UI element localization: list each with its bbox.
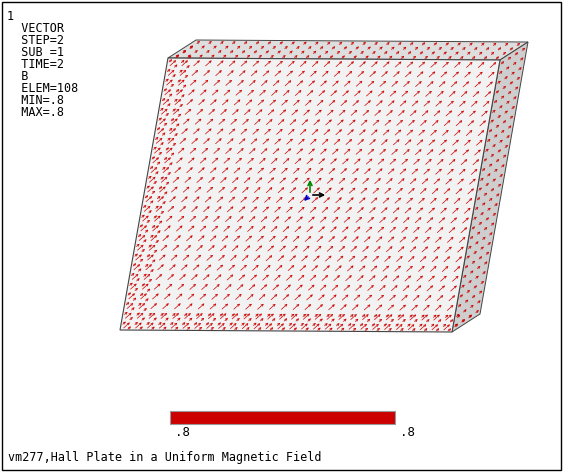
Polygon shape [168,40,528,60]
Text: 1: 1 [7,10,14,23]
Text: TIME=2: TIME=2 [7,58,64,71]
Bar [170,411,395,424]
Text: vm277,Hall Plate in a Uniform Magnetic Field: vm277,Hall Plate in a Uniform Magnetic F… [8,451,321,464]
Polygon shape [452,42,528,332]
Polygon shape [120,58,500,332]
Text: .8: .8 [175,426,190,439]
Text: VECTOR: VECTOR [7,22,64,35]
Text: MIN=.8: MIN=.8 [7,94,64,107]
Text: ELEM=108: ELEM=108 [7,82,78,95]
Text: MAX=.8: MAX=.8 [7,106,64,119]
Text: SUB =1: SUB =1 [7,46,64,59]
Text: STEP=2: STEP=2 [7,34,64,47]
Text: B: B [7,70,28,83]
Text: .8: .8 [400,426,415,439]
